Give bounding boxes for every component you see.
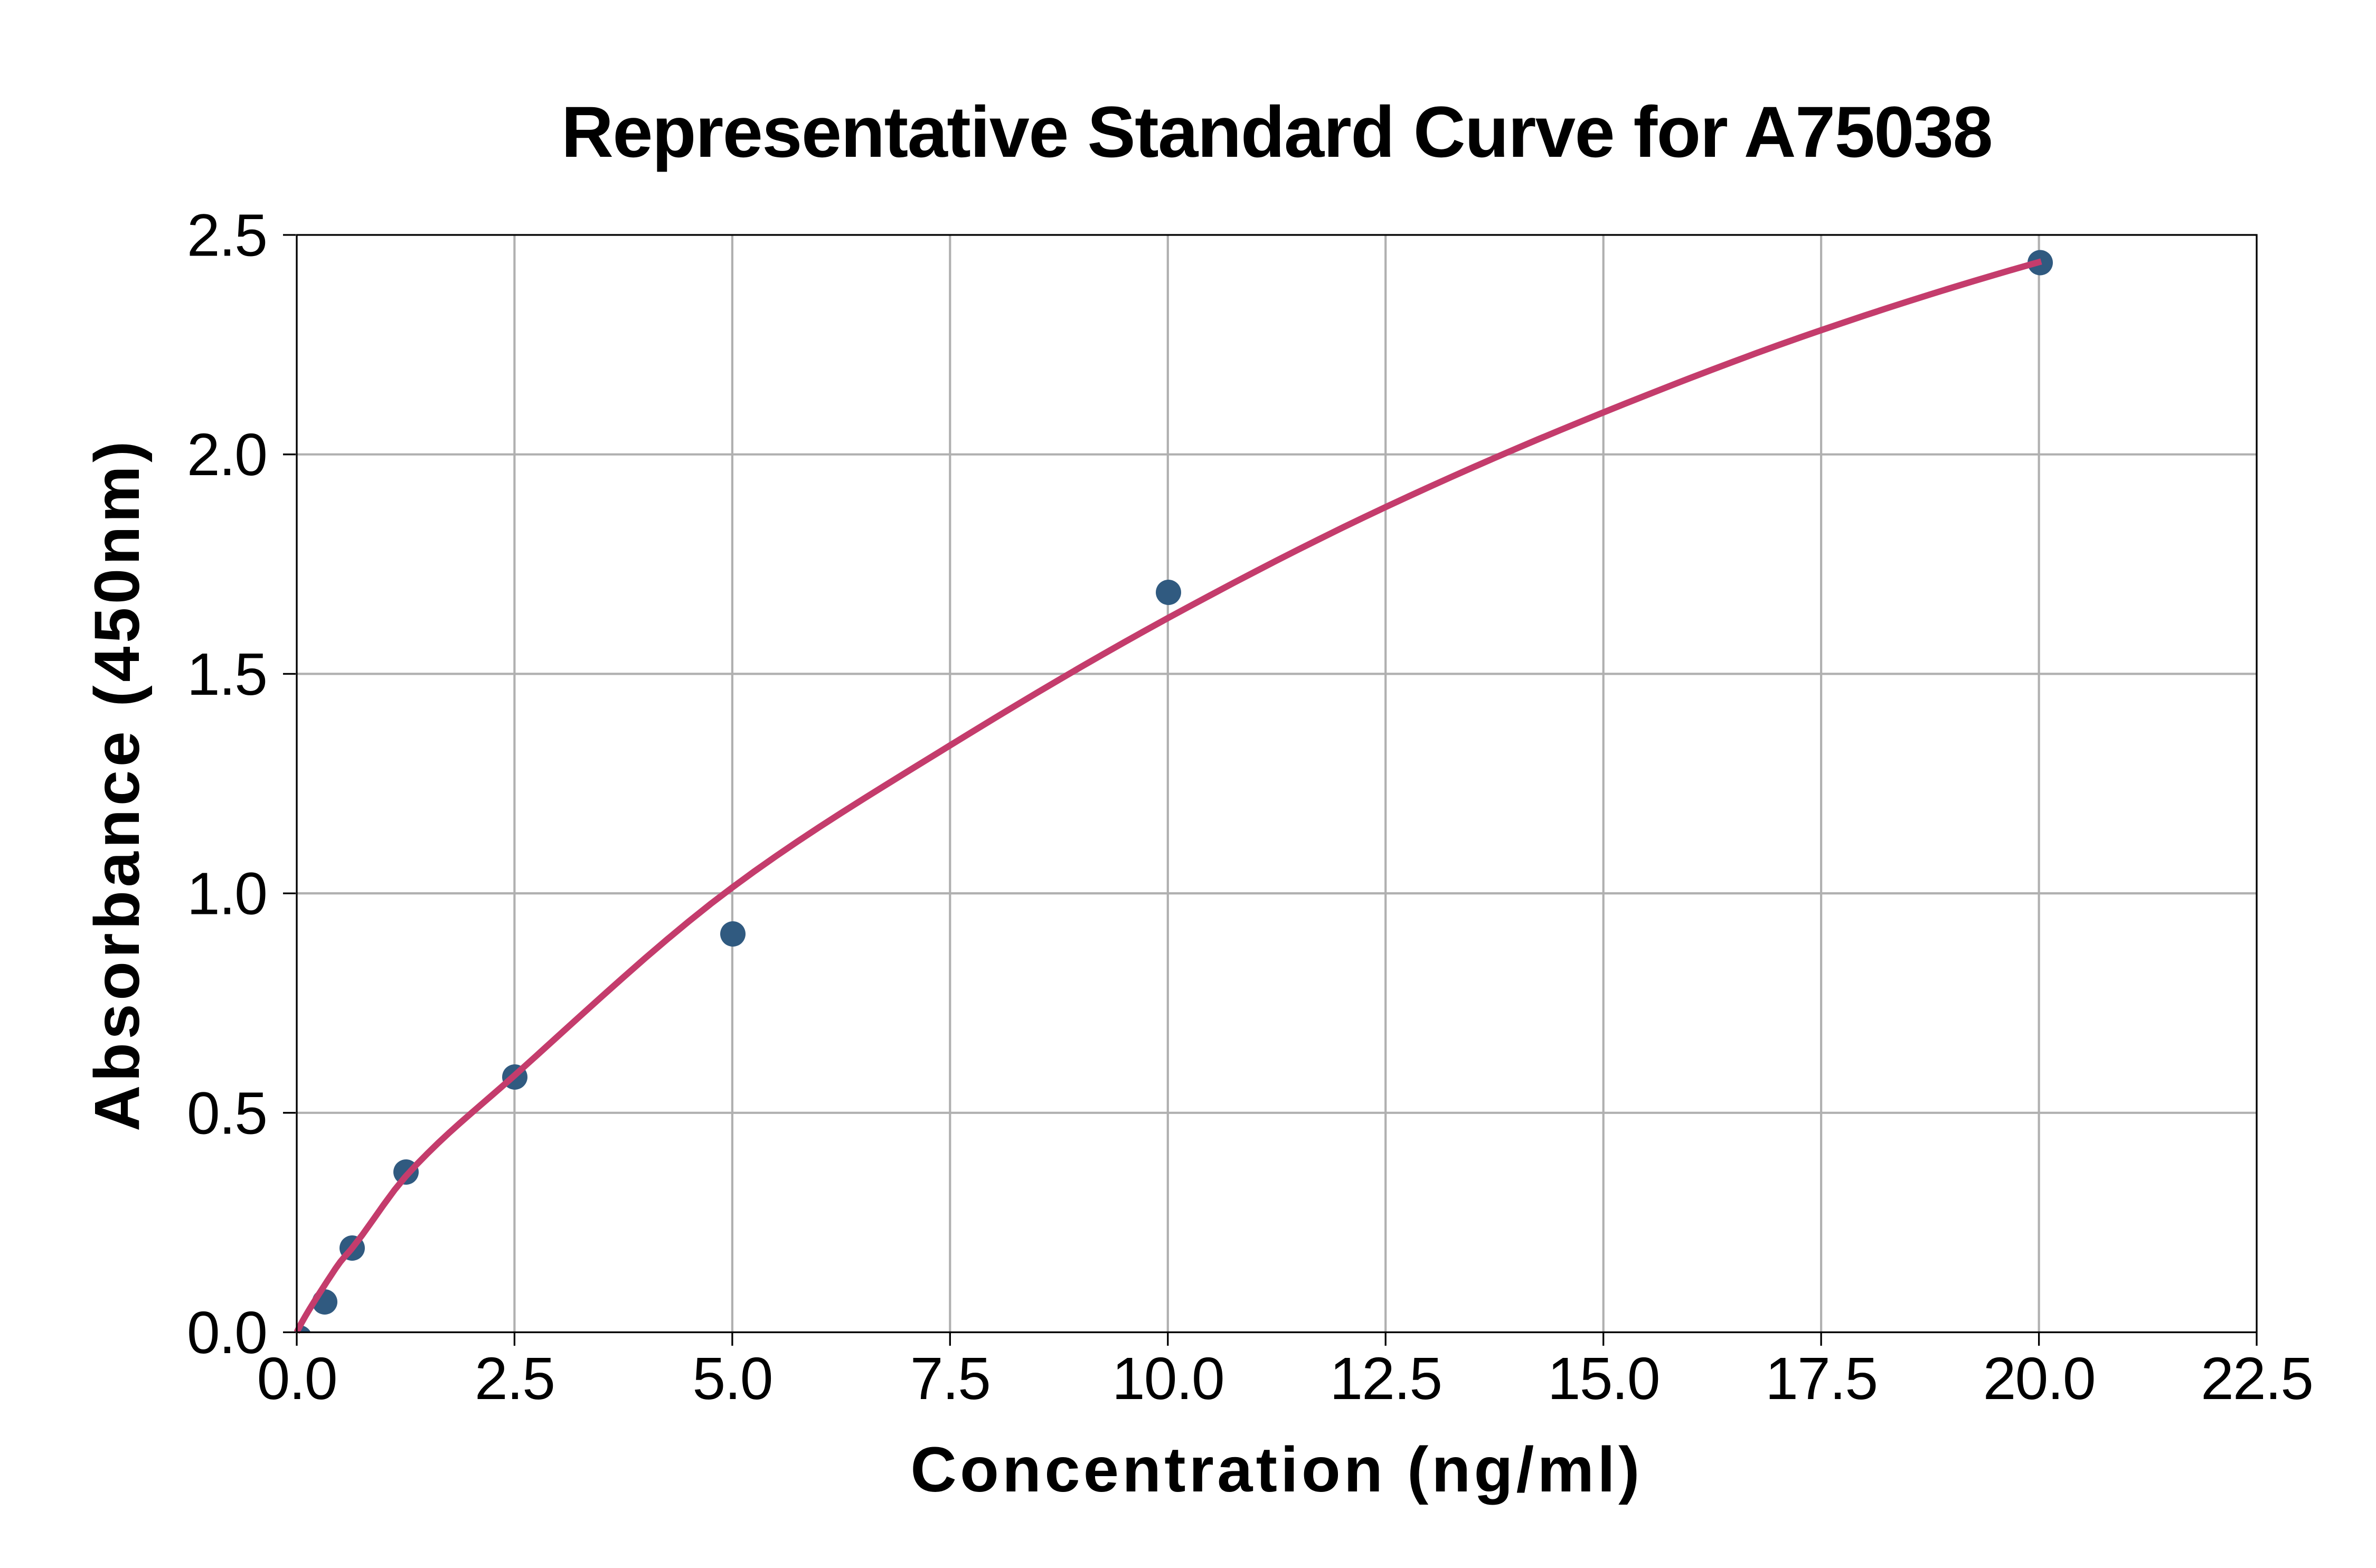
svg-text:17.5: 17.5 — [1765, 1345, 1877, 1412]
svg-text:1.5: 1.5 — [187, 641, 267, 707]
svg-text:15.0: 15.0 — [1548, 1345, 1660, 1412]
svg-text:5.0: 5.0 — [692, 1345, 772, 1412]
svg-text:7.5: 7.5 — [910, 1345, 990, 1412]
svg-text:12.5: 12.5 — [1330, 1345, 1441, 1412]
svg-text:2.5: 2.5 — [475, 1345, 554, 1412]
svg-text:Concentration (ng/ml): Concentration (ng/ml) — [910, 1433, 1643, 1505]
svg-text:10.0: 10.0 — [1112, 1345, 1224, 1412]
svg-text:Absorbance (450nm): Absorbance (450nm) — [81, 438, 153, 1131]
svg-text:2.5: 2.5 — [187, 202, 267, 269]
svg-text:20.0: 20.0 — [1983, 1345, 2095, 1412]
svg-text:0.0: 0.0 — [187, 1299, 267, 1366]
svg-text:0.5: 0.5 — [187, 1080, 267, 1146]
svg-text:2.0: 2.0 — [187, 421, 267, 488]
svg-text:0.0: 0.0 — [257, 1345, 336, 1412]
svg-text:1.0: 1.0 — [187, 861, 267, 927]
svg-text:22.5: 22.5 — [2201, 1345, 2313, 1412]
svg-text:Representative Standard Curve: Representative Standard Curve for A75038 — [561, 92, 1992, 173]
